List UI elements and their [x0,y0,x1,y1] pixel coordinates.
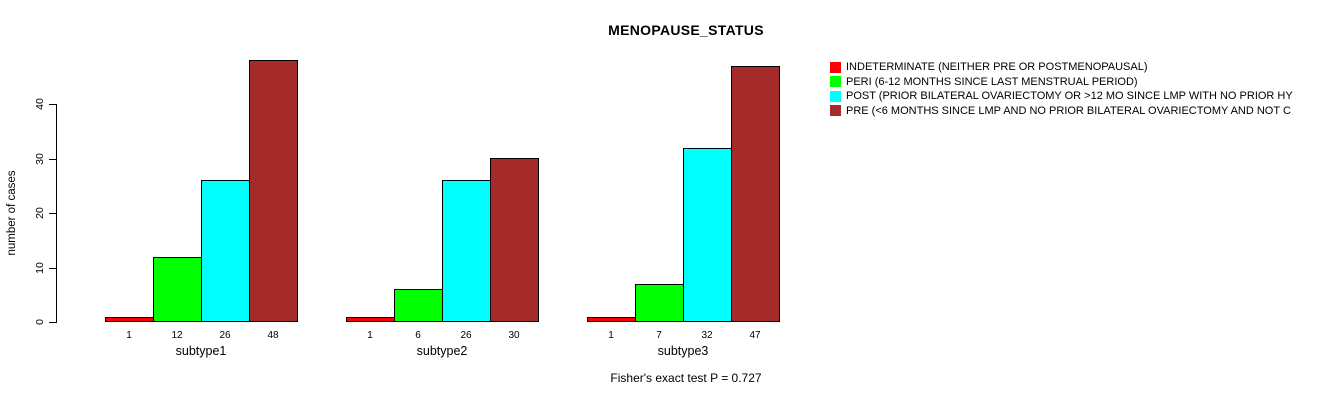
bar-value-label: 7 [656,330,662,341]
bar [490,158,539,322]
y-tick-label: 30 [34,153,46,165]
legend: INDETERMINATE (NEITHER PRE OR POSTMENOPA… [830,60,1340,118]
bar-value-label: 1 [367,330,373,341]
bar [683,148,732,322]
fisher-test-annotation: Fisher's exact test P = 0.727 [610,371,762,385]
legend-label: INDETERMINATE (NEITHER PRE OR POSTMENOPA… [846,61,1148,73]
bar-value-label: 26 [460,330,472,341]
bar-value-label: 12 [171,330,183,341]
y-tick-label: 0 [34,319,46,325]
bar [442,180,491,322]
bar-value-label: 32 [701,330,713,341]
bar [346,317,395,322]
y-tick-label: 40 [34,98,46,110]
bar-value-label: 30 [508,330,520,341]
y-tick-label: 10 [34,262,46,274]
bar-value-label: 1 [126,330,132,341]
legend-item: PRE (<6 MONTHS SINCE LMP AND NO PRIOR BI… [830,104,1340,118]
legend-color-swatch [830,61,841,73]
bar [153,257,202,322]
legend-label: PRE (<6 MONTHS SINCE LMP AND NO PRIOR BI… [846,104,1291,117]
bar-value-label: 6 [415,330,421,341]
bar [635,284,684,322]
chart-title: MENOPAUSE_STATUS [608,22,764,38]
legend-label: PERI (6-12 MONTHS SINCE LAST MENSTRUAL P… [846,75,1138,88]
y-axis-label: number of cases [6,170,18,256]
category-label: subtype3 [657,344,709,358]
category-label: subtype1 [175,344,227,358]
y-axis-tick [49,322,56,323]
bar [201,180,250,322]
legend-color-swatch [830,90,841,102]
bar [249,60,298,322]
category-label: subtype2 [416,344,468,358]
y-axis-tick [49,104,56,105]
y-axis-line [56,104,57,323]
bar-value-label: 26 [219,330,231,341]
y-tick-label: 20 [34,207,46,219]
legend-item: INDETERMINATE (NEITHER PRE OR POSTMENOPA… [830,60,1340,74]
legend-item: POST (PRIOR BILATERAL OVARIECTOMY OR >12… [830,89,1340,103]
legend-color-swatch [830,105,841,116]
legend-label: POST (PRIOR BILATERAL OVARIECTOMY OR >12… [846,90,1293,102]
legend-color-swatch [830,76,841,87]
y-axis-tick [49,159,56,160]
bar [587,317,636,322]
y-axis-tick [49,268,56,269]
bar-value-label: 1 [608,330,614,341]
legend-item: PERI (6-12 MONTHS SINCE LAST MENSTRUAL P… [830,75,1340,89]
bar-value-label: 48 [267,330,279,341]
bar-value-label: 47 [749,330,761,341]
bar [731,66,780,322]
bar [105,317,154,322]
y-axis-tick [49,213,56,214]
bar [394,289,443,322]
